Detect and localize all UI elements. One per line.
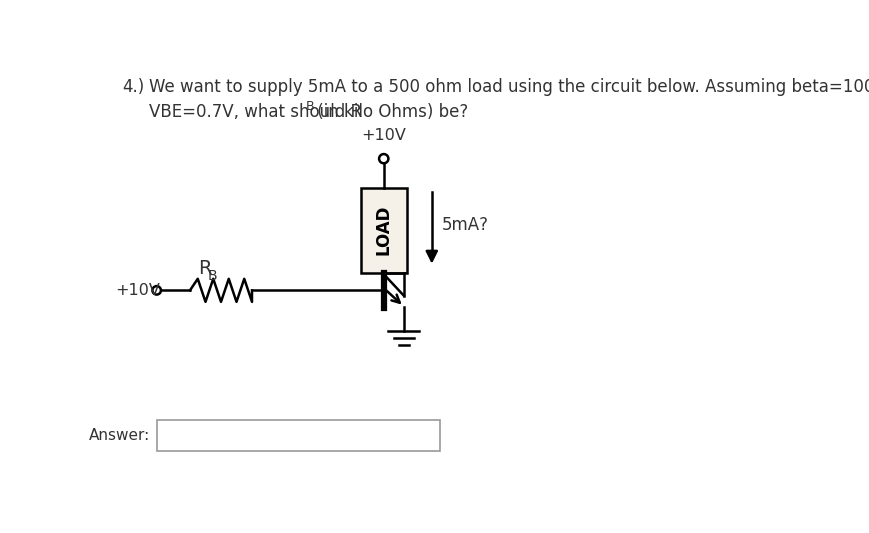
FancyBboxPatch shape bbox=[156, 421, 440, 451]
Text: R: R bbox=[198, 259, 212, 278]
Text: +10V: +10V bbox=[115, 283, 160, 298]
Text: B: B bbox=[306, 100, 315, 113]
FancyBboxPatch shape bbox=[361, 188, 407, 273]
Text: 4.): 4.) bbox=[123, 78, 145, 96]
Text: 5mA?: 5mA? bbox=[441, 216, 489, 235]
Text: VBE=0.7V, what should R: VBE=0.7V, what should R bbox=[149, 103, 362, 121]
Text: We want to supply 5mA to a 500 ohm load using the circuit below. Assuming beta=1: We want to supply 5mA to a 500 ohm load … bbox=[149, 78, 869, 96]
Text: Answer:: Answer: bbox=[90, 429, 150, 443]
Text: LOAD: LOAD bbox=[375, 205, 393, 255]
Text: B: B bbox=[208, 269, 217, 282]
Text: +10V: +10V bbox=[362, 128, 406, 143]
Text: (in kilo Ohms) be?: (in kilo Ohms) be? bbox=[312, 103, 468, 121]
